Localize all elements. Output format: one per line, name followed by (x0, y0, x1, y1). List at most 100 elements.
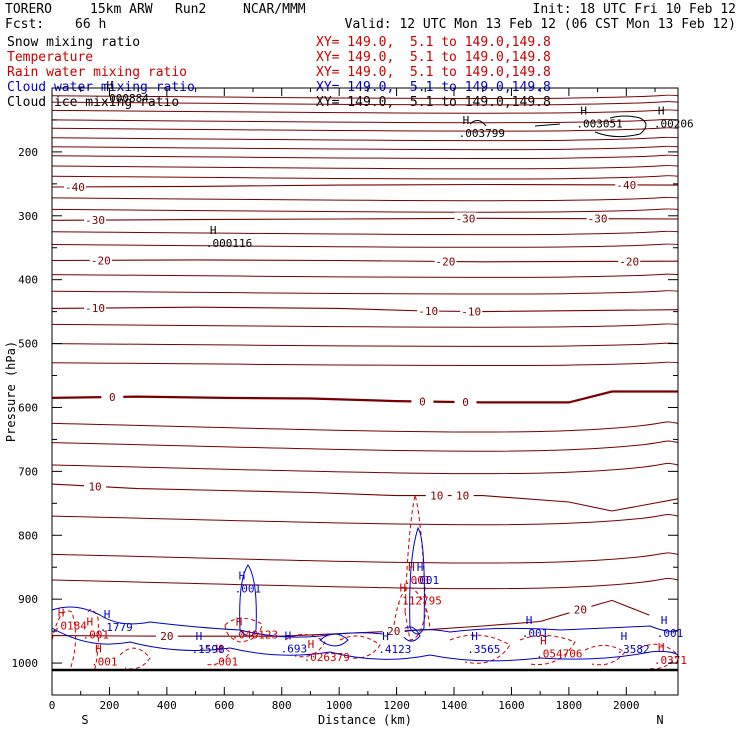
isotherm-label-bg (382, 625, 405, 638)
high-value: .0371 (654, 654, 687, 667)
y-tick-label: 800 (18, 529, 38, 542)
x-tick-label: 600 (214, 699, 234, 712)
isotherm-line (51, 208, 679, 213)
y-tick-label: 300 (18, 210, 38, 223)
isotherm-label: -40 (616, 179, 636, 192)
isotherm-line (51, 421, 679, 433)
isotherm-label-bg (586, 212, 609, 225)
x-tick-label: 1200 (383, 699, 410, 712)
isotherm-label: -30 (85, 214, 105, 227)
isotherm-line (51, 462, 679, 475)
isotherm-label: -20 (435, 255, 455, 268)
fcst-value: 66 h (75, 17, 107, 32)
high-value: .112795 (395, 595, 441, 608)
high-value: .001 (657, 627, 684, 640)
high-marker: H (86, 615, 93, 628)
isotherm--30 (51, 217, 679, 221)
x-axis-label: Distance (km) (318, 713, 412, 727)
x-tick-label: 1400 (441, 699, 468, 712)
isotherm-label: -10 (85, 302, 105, 315)
cloud-water-contour (239, 564, 257, 637)
isotherm-20 (51, 599, 650, 637)
isotherm-line (51, 230, 679, 236)
high-value: .693 (281, 643, 308, 656)
isotherm-label-bg (63, 180, 86, 193)
high-value: .4123 (378, 643, 411, 656)
x-tick-label: 800 (272, 699, 292, 712)
x-tick-label: 1600 (498, 699, 525, 712)
isotherm-label: 20 (574, 604, 587, 617)
high-marker: H (417, 561, 424, 574)
isotherm-0 (51, 390, 678, 404)
y-tick-label: 200 (18, 146, 38, 159)
rain-contour (519, 635, 679, 670)
isotherm-label-bg (460, 305, 483, 318)
isotherm-label: 10 (430, 490, 443, 503)
field-xy-rain: XY= 149.0, 5.1 to 149.0,149.8 (316, 65, 551, 80)
high-marker: H (661, 614, 668, 627)
valid-time: Valid: 12 UTC Mon 13 Feb 12 (06 CST Mon … (344, 17, 736, 32)
init-time: Init: 18 UTC Fri 10 Feb 12 (532, 2, 737, 17)
x-end-label-south: S (81, 713, 88, 727)
isotherm--10 (51, 306, 679, 313)
resolution: 15km ARW (90, 2, 153, 17)
fcst-label: Fcst: (5, 17, 45, 32)
high-value: .001 (413, 574, 440, 587)
high-marker: H (408, 561, 415, 574)
y-axis-label: Pressure (hPa) (4, 341, 18, 442)
isotherm-label: -20 (619, 255, 639, 268)
high-value: .001 (235, 582, 261, 595)
isotherm-label: 10 (88, 480, 101, 493)
high-value: .003799 (459, 127, 505, 140)
isotherm-label-bg (425, 489, 448, 502)
high-marker: H (104, 608, 111, 621)
isotherm-label: -30 (456, 212, 476, 225)
high-marker: H (236, 615, 243, 628)
high-value: .001 (522, 627, 549, 640)
high-value: .026379 (304, 651, 350, 664)
isotherm-label-bg (417, 305, 440, 318)
isotherm-label-bg (615, 178, 638, 191)
run-label: Run2 (175, 2, 207, 17)
isotherm-line (51, 342, 679, 347)
x-tick-label: 1800 (556, 699, 583, 712)
isotherm-label-bg (84, 480, 107, 493)
high-marker: H (463, 114, 470, 127)
isotherm-label: 20 (387, 625, 400, 638)
cloud-water-contour (319, 626, 421, 647)
high-marker: H (382, 630, 389, 643)
x-end-label-north: N (656, 713, 663, 727)
rain-contour (404, 494, 427, 641)
isotherm-label-bg (101, 390, 124, 403)
isotherm-line (51, 361, 679, 367)
model-name: TORERO (5, 2, 52, 17)
isotherm-label: 20 (160, 630, 173, 643)
high-value: .00206 (654, 117, 694, 130)
field-xy-snow: XY= 149.0, 5.1 to 149.0,149.8 (316, 35, 551, 50)
x-tick-label: 200 (99, 699, 119, 712)
rain-contour (51, 609, 99, 673)
isotherm-label-bg (89, 254, 112, 267)
isotherm-label-bg (569, 603, 592, 616)
high-marker: H (471, 630, 478, 643)
y-tick-label: 700 (18, 465, 38, 478)
y-tick-label: 400 (18, 274, 38, 287)
isotherm-line (51, 109, 679, 114)
field-name-snow: Snow mixing ratio (7, 35, 141, 50)
isotherm-label-bg (618, 255, 641, 268)
x-tick-label: 2000 (613, 699, 640, 712)
high-value: .0184 (54, 620, 87, 633)
high-marker: H (196, 630, 203, 643)
high-marker: H (95, 642, 102, 655)
y-tick-label: 500 (18, 338, 38, 351)
isotherm-line (51, 514, 679, 526)
isotherm-line (51, 196, 679, 202)
isotherm-line (51, 94, 679, 100)
rain-contour (393, 587, 431, 631)
high-value: .054706 (536, 648, 582, 661)
isotherm-label-bg (155, 630, 178, 643)
isotherm--20 (51, 259, 679, 263)
isotherm-line (51, 273, 679, 278)
high-value: .001 (82, 628, 109, 641)
isotherm-label: -10 (461, 306, 481, 319)
